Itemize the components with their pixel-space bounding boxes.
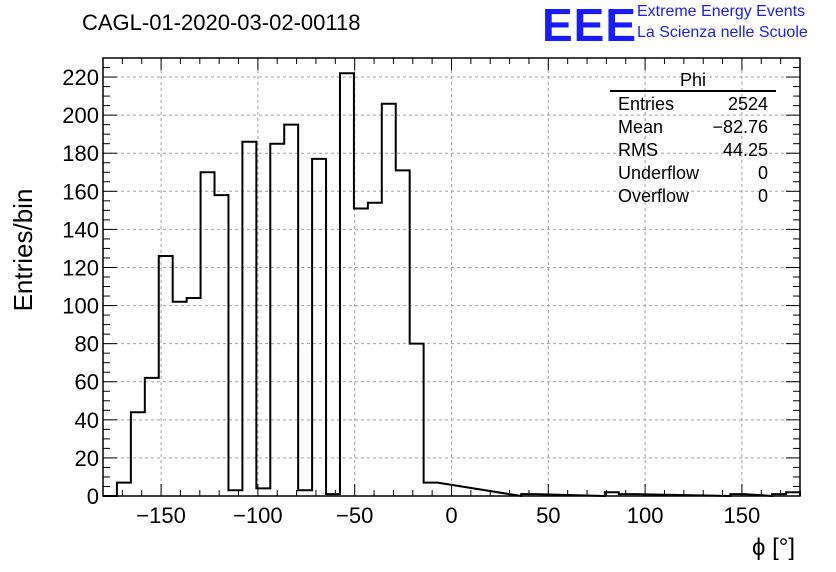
y-tick-label: 180 [62,141,99,166]
histogram-bin [382,104,396,496]
stats-title: Phi [679,70,706,90]
logo-tagline-1: Extreme Energy Events [637,3,806,20]
histogram-bin [131,412,145,496]
y-tick-label: 120 [62,255,99,280]
y-tick-label: 220 [62,65,99,90]
histogram-bin [145,378,159,496]
stats-value: −82.76 [712,117,768,137]
histogram-bin [340,73,354,496]
axis-ticks [102,57,801,497]
histogram-bin [424,483,438,496]
histogram-outline [103,72,801,498]
eee-logo: EEE [542,0,638,51]
y-tick-label: 140 [62,217,99,242]
stats-value: 44.25 [722,140,768,160]
stats-value: 0 [757,163,768,183]
histogram-bin [201,172,215,496]
stats-row-mean: Mean −82.76 [610,116,776,139]
histogram-bin [396,170,410,496]
stats-row-underflow: Underflow 0 [610,162,776,185]
y-tick-label: 100 [62,294,99,319]
stats-value: 0 [757,186,768,206]
y-tick-label: 20 [75,446,99,471]
histogram-bin [256,488,270,496]
histogram-bin [284,125,298,496]
y-tick-label: 80 [75,332,99,357]
logo-tagline-2: La Scienza nelle Scuole [637,24,808,41]
x-tick-label: −150 [136,503,186,528]
y-tick-label: 160 [62,179,99,204]
x-tick-label: 50 [536,503,560,528]
x-tick-label: −50 [336,503,373,528]
stats-row-overflow: Overflow 0 [610,185,776,208]
stats-label: Entries [618,94,675,114]
stats-box: Phi Entries 2524 Mean −82.76 RMS 44.25 Unde… [610,70,776,208]
y-tick-label: 40 [75,408,99,433]
stats-label: Underflow [618,163,700,183]
x-axis-label: ϕ [°] [752,534,796,561]
histogram-bin [368,203,382,496]
histogram-bin [312,159,326,496]
histogram-bin [117,483,131,496]
histogram-bin [187,298,201,496]
histogram-bin [173,302,187,496]
y-axis-label: Entries/bin [8,188,38,312]
grid-lines [103,58,800,496]
stats-value: 2524 [727,94,768,114]
stats-row-rms: RMS 44.25 [610,139,776,162]
stats-label: Overflow [618,186,690,206]
stats-label: Mean [618,117,664,137]
histogram-bin [215,195,229,496]
histogram-bin [354,208,368,496]
x-tick-label: 100 [627,503,664,528]
x-tick-label: 150 [724,503,761,528]
histogram-bin [270,144,284,496]
stats-divider [610,90,776,92]
y-tick-label: 0 [87,484,99,509]
axis-tick-labels: −150 −100 −50 0 50 100 150 0 20 40 60 80 100 120 140 16… [62,65,760,528]
x-tick-label: 0 [445,503,457,528]
stats-row-entries: Entries 2524 [610,93,776,116]
histogram-bars [103,72,801,498]
y-tick-label: 200 [62,103,99,128]
chart-title: CAGL-01-2020-03-02-00118 [82,10,361,35]
histogram-bin [242,142,256,496]
x-tick-label: −100 [233,503,283,528]
y-tick-label: 60 [75,370,99,395]
stats-label: RMS [618,140,658,160]
